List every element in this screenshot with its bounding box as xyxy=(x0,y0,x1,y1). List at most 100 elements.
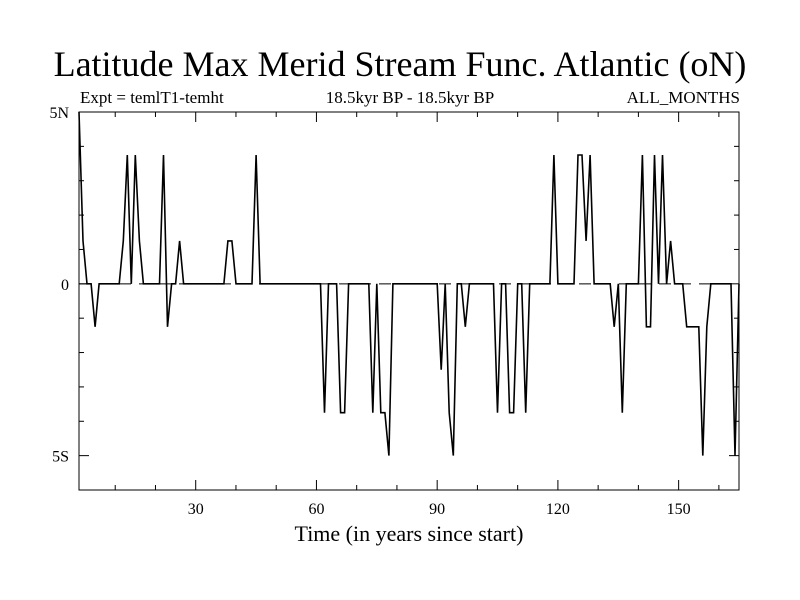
data-point xyxy=(199,283,200,284)
data-point xyxy=(573,283,574,284)
data-point xyxy=(344,412,345,413)
data-point xyxy=(127,154,128,155)
months-label: ALL_MONTHS xyxy=(626,88,740,107)
data-point xyxy=(449,412,450,413)
data-point xyxy=(86,283,87,284)
data-point xyxy=(642,154,643,155)
data-point xyxy=(264,283,265,284)
data-point xyxy=(384,412,385,413)
data-point xyxy=(179,240,180,241)
data-point xyxy=(94,326,95,327)
data-point xyxy=(569,283,570,284)
data-point xyxy=(243,283,244,284)
data-point xyxy=(223,283,224,284)
data-point xyxy=(517,283,518,284)
data-point xyxy=(259,283,260,284)
data-point xyxy=(533,283,534,284)
data-point xyxy=(380,412,381,413)
data-point xyxy=(537,283,538,284)
data-point xyxy=(231,240,232,241)
data-point xyxy=(710,283,711,284)
data-point xyxy=(606,283,607,284)
data-point xyxy=(618,283,619,284)
data-point xyxy=(336,283,337,284)
data-point xyxy=(203,283,204,284)
data-point xyxy=(272,283,273,284)
data-point xyxy=(135,154,136,155)
data-point xyxy=(614,326,615,327)
data-point xyxy=(654,154,655,155)
data-point xyxy=(497,412,498,413)
data-point xyxy=(131,283,132,284)
experiment-label: Expt = temlT1-temht xyxy=(80,88,224,107)
data-point xyxy=(461,283,462,284)
data-point xyxy=(610,283,611,284)
data-point xyxy=(465,326,466,327)
minor-ticks xyxy=(79,112,739,491)
y-axis: 5N 0 5S xyxy=(49,105,739,466)
data-point xyxy=(219,283,220,284)
data-point xyxy=(247,283,248,284)
data-point xyxy=(549,283,550,284)
data-point xyxy=(300,283,301,284)
data-point xyxy=(433,283,434,284)
data-point xyxy=(441,369,442,370)
data-point xyxy=(268,283,269,284)
data-point xyxy=(215,283,216,284)
data-point xyxy=(674,283,675,284)
data-point xyxy=(111,283,112,284)
data-point xyxy=(686,326,687,327)
data-point xyxy=(666,283,667,284)
data-point xyxy=(316,283,317,284)
data-point xyxy=(163,154,164,155)
data-point xyxy=(457,283,458,284)
data-point xyxy=(670,240,671,241)
data-point xyxy=(90,283,91,284)
data-point xyxy=(545,283,546,284)
data-point xyxy=(485,283,486,284)
data-point xyxy=(529,283,530,284)
data-point xyxy=(340,412,341,413)
data-point xyxy=(400,283,401,284)
data-point xyxy=(424,283,425,284)
data-point xyxy=(288,283,289,284)
data-point xyxy=(481,283,482,284)
data-point xyxy=(308,283,309,284)
x-tick-label: 60 xyxy=(308,501,324,518)
series-line xyxy=(78,111,740,456)
data-point xyxy=(505,283,506,284)
data-point xyxy=(477,283,478,284)
data-point xyxy=(420,283,421,284)
data-point xyxy=(151,283,152,284)
data-point xyxy=(320,283,321,284)
data-point xyxy=(702,455,703,456)
data-point xyxy=(364,283,365,284)
data-point xyxy=(147,283,148,284)
data-point xyxy=(437,283,438,284)
data-point xyxy=(304,283,305,284)
data-point xyxy=(368,283,369,284)
data-point xyxy=(235,283,236,284)
data-point xyxy=(276,283,277,284)
data-point xyxy=(734,455,735,456)
data-point xyxy=(561,283,562,284)
y-tick-label: 5S xyxy=(52,449,69,466)
data-point xyxy=(99,283,100,284)
data-point xyxy=(489,283,490,284)
data-point xyxy=(493,283,494,284)
data-point xyxy=(630,283,631,284)
data-point xyxy=(598,283,599,284)
data-point xyxy=(585,240,586,241)
data-point xyxy=(332,283,333,284)
data-point xyxy=(239,283,240,284)
data-point xyxy=(167,326,168,327)
data-point xyxy=(195,283,196,284)
data-point xyxy=(726,283,727,284)
x-axis: 30 60 90 120 150 xyxy=(188,112,691,518)
data-point xyxy=(107,283,108,284)
data-point xyxy=(513,412,514,413)
data-point xyxy=(251,283,252,284)
data-point xyxy=(324,412,325,413)
x-tick-label: 90 xyxy=(429,501,445,518)
